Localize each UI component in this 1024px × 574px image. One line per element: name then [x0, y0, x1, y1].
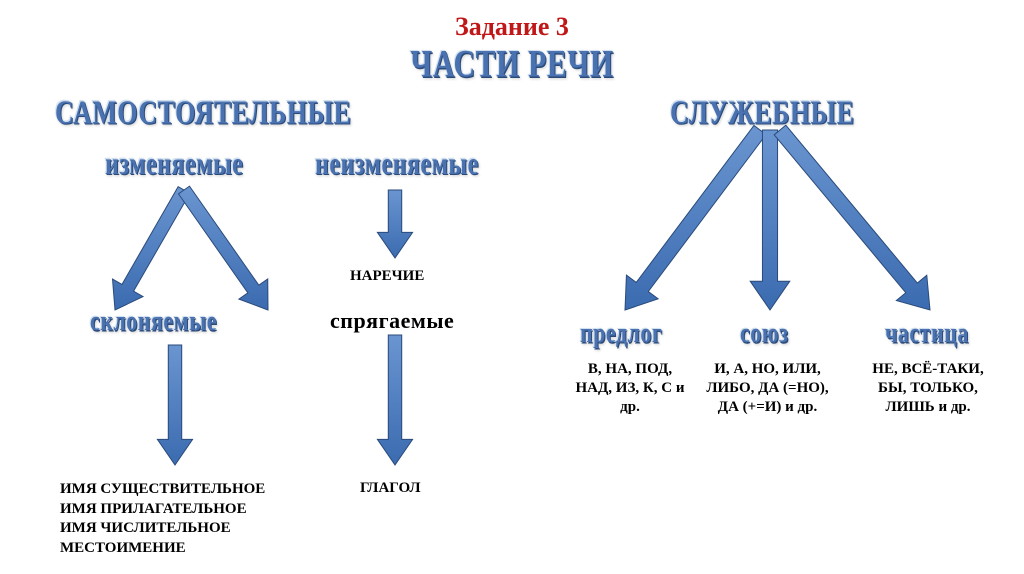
node-spryag: спрягаемые: [330, 308, 454, 334]
page-title: Задание 3: [455, 12, 569, 42]
arrow: [157, 345, 192, 465]
arrow: [178, 186, 268, 310]
node-izmen: изменяемые: [105, 148, 243, 183]
arrow: [113, 187, 190, 310]
sklon-list: ИМЯ СУЩЕСТВИТЕЛЬНОЕ ИМЯ ПРИЛАГАТЕЛЬНОЕ И…: [60, 480, 265, 558]
node-narechie: НАРЕЧИЕ: [350, 268, 424, 285]
node-chastica: частица: [885, 316, 969, 350]
arrow: [377, 335, 412, 465]
node-samost: САМОСТОЯТЕЛЬНЫЕ: [55, 94, 351, 133]
arrow: [625, 125, 766, 310]
node-sluzh: СЛУЖЕБНЫЕ: [670, 94, 854, 133]
examples-soyuz: И, А, НО, ИЛИ, ЛИБО, ДА (=НО), ДА (+=И) …: [700, 360, 835, 416]
node-root: ЧАСТИ РЕЧИ: [410, 43, 613, 87]
node-soyuz: союз: [740, 316, 788, 350]
examples-predlog: В, НА, ПОД, НАД, ИЗ, К, С и др.: [575, 360, 685, 416]
node-glagol: ГЛАГОЛ: [360, 480, 421, 497]
node-sklon: склоняемые: [90, 304, 217, 338]
arrow: [750, 130, 790, 310]
examples-chastica: НЕ, ВСЁ-ТАКИ, БЫ, ТОЛЬКО, ЛИШЬ и др.: [858, 360, 998, 416]
arrow: [377, 190, 412, 258]
arrow: [774, 125, 930, 310]
node-neizmen: неизменяемые: [315, 148, 479, 183]
node-predlog: предлог: [580, 316, 662, 350]
